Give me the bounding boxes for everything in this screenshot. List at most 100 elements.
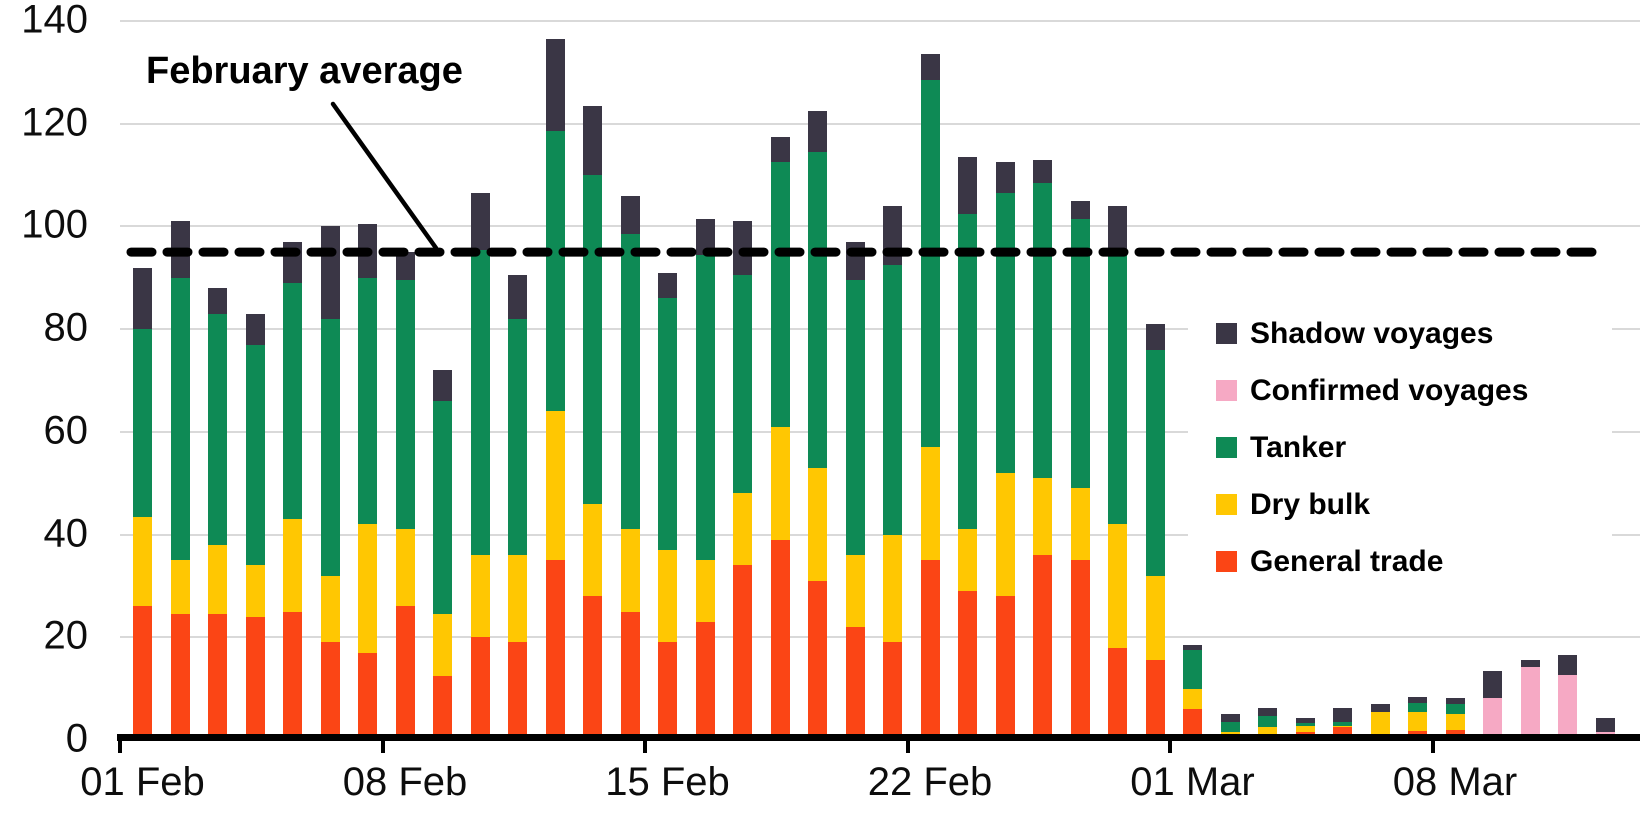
y-gridline — [120, 225, 1640, 228]
bar-segment-tanker — [733, 275, 752, 494]
bar-segment-confirmed — [1483, 697, 1502, 740]
bar-segment-tanker — [358, 277, 377, 525]
y-axis-tick-label: 80 — [43, 305, 89, 350]
bar-segment-general — [283, 611, 302, 740]
x-axis-tick-label: 22 Feb — [867, 760, 993, 804]
bar-segment-general — [995, 596, 1015, 740]
bar-segment-dry — [958, 529, 977, 592]
legend-swatch-confirmed-icon — [1216, 380, 1237, 401]
bar-segment-shadow — [1558, 654, 1577, 676]
bar-segment-tanker — [1295, 722, 1315, 726]
bar-segment-shadow — [245, 313, 265, 345]
y-gridline — [120, 328, 1640, 331]
bar-segment-tanker — [658, 298, 677, 550]
bar-segment-general — [395, 606, 415, 740]
bar-segment-dry — [170, 560, 190, 615]
bar-segment-general — [920, 560, 940, 740]
legend-swatch-dry-icon — [1216, 494, 1237, 515]
bar-segment-shadow — [395, 252, 415, 281]
bar-segment-tanker — [245, 344, 265, 566]
bar-segment-general — [1033, 555, 1052, 740]
legend-swatch-shadow-icon — [1216, 323, 1237, 344]
bar-segment-shadow — [1033, 159, 1052, 183]
legend-item-confirmed: Confirmed voyages — [1188, 362, 1612, 419]
bar-segment-tanker — [920, 80, 940, 448]
legend-item-label: General trade — [1250, 544, 1444, 578]
x-axis-tick — [1168, 741, 1172, 753]
bar-segment-general — [508, 642, 527, 740]
bar-segment-dry — [1445, 714, 1465, 730]
bar-segment-shadow — [845, 241, 865, 281]
bar-segment-tanker — [395, 280, 415, 530]
x-axis-tick-label: 08 Mar — [1392, 760, 1518, 804]
average-annotation-label: February average — [146, 50, 463, 92]
bar-segment-dry — [1258, 727, 1277, 735]
x-axis-tick-label: 08 Feb — [342, 760, 468, 804]
bar-segment-shadow — [508, 275, 527, 319]
bar-segment-general — [245, 616, 265, 740]
bar-segment-shadow — [1520, 660, 1540, 667]
bar-segment-general — [883, 642, 902, 740]
bar-segment-shadow — [1145, 324, 1165, 350]
legend-item-label: Dry bulk — [1250, 487, 1371, 521]
bar-segment-shadow — [1483, 670, 1502, 698]
bar-segment-tanker — [1445, 704, 1465, 715]
bar-segment-shadow — [1408, 696, 1427, 703]
bar-segment-shadow — [1445, 697, 1465, 705]
bar-segment-dry — [695, 560, 715, 622]
bar-segment-general — [733, 565, 752, 740]
bar-segment-shadow — [1295, 717, 1315, 723]
bar-segment-shadow — [1183, 644, 1202, 651]
bar-segment-dry — [583, 503, 602, 597]
bar-segment-tanker — [545, 131, 565, 412]
bar-segment-dry — [1033, 478, 1052, 556]
bar-segment-dry — [620, 529, 640, 612]
bar-segment-general — [470, 637, 490, 740]
bar-segment-general — [433, 675, 452, 740]
bar-segment-tanker — [470, 249, 490, 556]
y-gridline — [120, 122, 1640, 125]
bar-segment-tanker — [170, 277, 190, 561]
bar-segment-general — [808, 580, 827, 740]
bar-segment-tanker — [1145, 349, 1165, 576]
bar-segment-general — [658, 642, 677, 740]
legend-item-label: Shadow voyages — [1250, 316, 1494, 350]
bar-segment-shadow — [808, 110, 827, 152]
bar-segment-tanker — [208, 313, 227, 545]
bar-segment-confirmed — [1558, 675, 1577, 740]
bar-segment-dry — [658, 549, 677, 643]
bar-segment-dry — [508, 555, 527, 643]
bar-segment-tanker — [695, 254, 715, 561]
bar-segment-dry — [395, 529, 415, 607]
bar-segment-tanker — [1258, 715, 1277, 728]
y-axis-tick-label: 140 — [21, 0, 88, 42]
bar-segment-shadow — [695, 218, 715, 255]
bar-segment-dry — [1183, 688, 1202, 710]
y-gridline — [120, 533, 1640, 536]
bar-segment-dry — [920, 447, 940, 561]
bar-segment-tanker — [1108, 252, 1127, 525]
bar-segment-general — [1145, 660, 1165, 740]
bar-segment-shadow — [658, 272, 677, 299]
bar-segment-shadow — [958, 157, 977, 214]
bar-segment-shadow — [470, 193, 490, 250]
y-gridline — [120, 20, 1640, 22]
bar-segment-shadow — [1333, 707, 1352, 722]
bar-segment-shadow — [733, 221, 752, 276]
bar-segment-general — [958, 591, 977, 740]
bar-segment-shadow — [170, 221, 190, 278]
chart-legend: Shadow voyages Confirmed voyages Tanker Dry… — [1188, 299, 1612, 600]
x-axis-tick — [905, 741, 910, 753]
bar-segment-shadow — [883, 205, 902, 265]
bar-segment-dry — [545, 411, 565, 561]
bar-segment-dry — [883, 534, 902, 643]
bar-segment-dry — [1108, 524, 1127, 648]
bar-segment-tanker — [133, 329, 152, 517]
bar-segment-dry — [1333, 725, 1352, 728]
bar-segment-dry — [433, 614, 452, 676]
bar-segment-general — [845, 627, 865, 740]
bar-segment-tanker — [583, 175, 602, 504]
bar-segment-general — [545, 560, 565, 740]
bar-segment-tanker — [770, 162, 790, 427]
bar-segment-tanker — [808, 151, 827, 468]
